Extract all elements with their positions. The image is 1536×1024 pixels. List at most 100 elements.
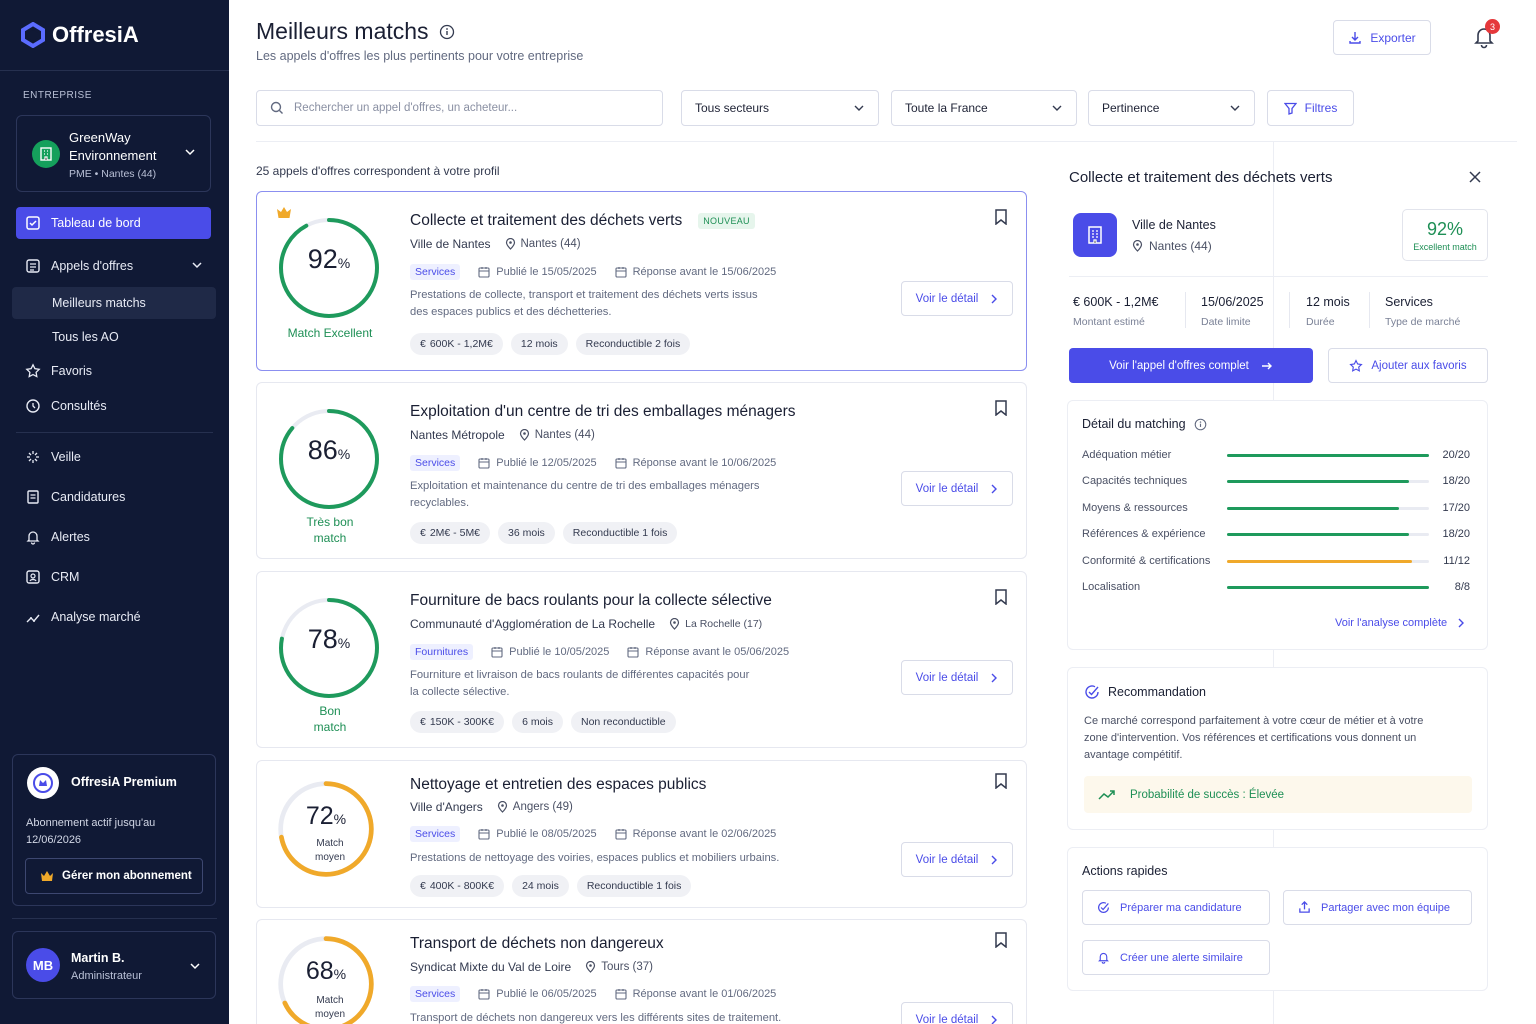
check-circle-icon (1085, 685, 1099, 699)
list-icon (26, 259, 40, 273)
tender-card[interactable]: 78% Bon match Fourniture de bacs roulant… (256, 571, 1027, 748)
tender-card[interactable]: 92% Match Excellent Collecte et traiteme… (256, 191, 1027, 371)
view-detail-button[interactable]: Voir le détail (901, 1002, 1013, 1024)
view-full-tender-button[interactable]: Voir l'appel d'offres complet (1069, 348, 1313, 383)
avatar: MB (26, 948, 60, 982)
matching-bar-fill (1227, 506, 1399, 510)
calendar-icon (615, 458, 627, 469)
premium-title: OffresiA Premium (71, 775, 177, 789)
bookmark-icon[interactable] (994, 932, 1008, 948)
matching-value: 20/20 (1442, 449, 1470, 461)
sidebar-item-alertes[interactable]: Alertes (16, 521, 211, 553)
sidebar-item-appels[interactable]: Appels d'offres (16, 250, 211, 282)
tender-title[interactable]: Fourniture de bacs roulants pour la coll… (410, 592, 772, 609)
export-button[interactable]: Exporter (1333, 20, 1431, 55)
view-detail-button[interactable]: Voir le détail (901, 471, 1013, 506)
tender-title[interactable]: Nettoyage et entretien des espaces publi… (410, 776, 707, 793)
match-score-ring: 86% (275, 405, 383, 513)
sidebar-item-favoris[interactable]: Favoris (16, 355, 211, 387)
header-divider (256, 141, 1517, 142)
app-logo[interactable]: OffresiA (20, 22, 139, 48)
match-score-ring: 78% (275, 594, 383, 702)
tender-card[interactable]: 86% Très bon match Exploitation d'un cen… (256, 382, 1027, 559)
chevron-right-icon (991, 1015, 998, 1024)
tender-buyer: Ville d'Angers Angers (49) (410, 800, 573, 814)
chevron-right-icon (991, 294, 998, 303)
region-select[interactable]: Toute la France (891, 90, 1077, 126)
matching-row: Références & expérience 18/20 (1082, 528, 1470, 542)
match-score: 68% (305, 957, 347, 985)
matching-label: Conformité & certifications (1082, 554, 1211, 567)
tender-meta: Services Publié le 12/05/2025 Réponse av… (410, 455, 776, 471)
calendar-icon (491, 647, 503, 658)
chevron-right-icon (991, 673, 998, 682)
search-input[interactable]: Rechercher un appel d'offres, un acheteu… (256, 90, 663, 126)
view-detail-button[interactable]: Voir le détail (901, 842, 1013, 877)
sidebar-item-dashboard[interactable]: Tableau de bord (16, 207, 211, 239)
manage-subscription-button[interactable]: Gérer mon abonnement (25, 858, 203, 894)
tender-title[interactable]: Collecte et traitement des déchets verts… (410, 212, 755, 230)
tag-renewal: Reconductible 2 fois (575, 333, 691, 355)
bookmark-icon[interactable] (994, 589, 1008, 605)
chevron-down-icon (1230, 105, 1240, 111)
sidebar-item-veille[interactable]: Veille (16, 441, 211, 473)
calendar-icon (627, 647, 639, 658)
prepare-application-button[interactable]: Préparer ma candidature (1082, 890, 1270, 925)
match-label: Bon match (313, 704, 347, 734)
bookmark-icon[interactable] (994, 209, 1008, 225)
view-detail-button[interactable]: Voir le détail (901, 281, 1013, 316)
full-analysis-link[interactable]: Voir l'analyse complète (1335, 617, 1465, 629)
sidebar-item-label: Candidatures (51, 490, 126, 504)
company-info: PME • Nantes (44) (69, 168, 157, 180)
match-score-ring: 92% (275, 214, 383, 322)
tag-duration: 36 mois (498, 522, 555, 544)
bookmark-icon[interactable] (994, 773, 1008, 789)
sidebar-item-meilleurs-matchs[interactable]: Meilleurs matchs (12, 287, 216, 319)
sector-value: Tous secteurs (695, 101, 770, 115)
close-icon[interactable] (1468, 170, 1482, 184)
tag-renewal: Reconductible 1 fois (562, 522, 678, 544)
matching-bar-fill (1227, 559, 1413, 563)
tender-title[interactable]: Exploitation d'un centre de tri des emba… (410, 403, 796, 420)
share-icon (1299, 901, 1310, 913)
add-favorite-button[interactable]: Ajouter aux favoris (1328, 348, 1488, 383)
tender-meta: Services Publié le 06/05/2025 Réponse av… (410, 986, 776, 1002)
kpi-deadline: 15/06/2025 Date limite (1201, 295, 1264, 328)
calendar-icon (478, 267, 490, 278)
crown-icon (277, 207, 291, 218)
tender-card[interactable]: 68% Match moyen Transport de déchets non… (256, 919, 1027, 1024)
detail-panel: Collecte et traitement des déchets verts… (1045, 142, 1535, 1024)
premium-text: Abonnement actif jusqu'au 12/06/2026 (26, 817, 156, 846)
sort-select[interactable]: Pertinence (1088, 90, 1255, 126)
sidebar-item-analyse-marche[interactable]: Analyse marché (16, 601, 211, 633)
matching-value: 17/20 (1442, 501, 1470, 514)
sidebar-item-consultes[interactable]: Consultés (16, 390, 211, 422)
sidebar-divider (12, 918, 217, 919)
create-alert-button[interactable]: Créer une alerte similaire (1082, 940, 1270, 975)
company-selector[interactable]: GreenWay Environnement PME • Nantes (44) (16, 115, 211, 192)
kpi-type: Services Type de marché (1385, 295, 1461, 328)
sidebar-item-candidatures[interactable]: Candidatures (16, 481, 211, 513)
category-badge: Services (410, 826, 461, 842)
sector-select[interactable]: Tous secteurs (681, 90, 879, 126)
panel-score: 92% Excellent match (1402, 209, 1488, 261)
match-label: Match Excellent (287, 326, 373, 340)
sidebar-item-crm[interactable]: CRM (16, 561, 211, 593)
check-circle-icon (1098, 902, 1109, 913)
tender-card[interactable]: 72% Match moyen Nettoyage et entretien d… (256, 760, 1027, 908)
view-detail-button[interactable]: Voir le détail (901, 660, 1013, 695)
sort-value: Pertinence (1102, 101, 1160, 115)
bookmark-icon[interactable] (994, 400, 1008, 416)
share-team-button[interactable]: Partager avec mon équipe (1283, 890, 1472, 925)
location-pin-icon (497, 801, 507, 813)
tender-title[interactable]: Transport de déchets non dangereux (410, 935, 664, 952)
tender-meta: Services Publié le 08/05/2025 Réponse av… (410, 826, 776, 842)
info-icon[interactable] (439, 24, 455, 40)
matching-value: 18/20 (1442, 475, 1470, 488)
notifications-button[interactable]: 3 (1473, 19, 1500, 54)
matching-card: Détail du matching Adéquation métier 20/2… (1067, 400, 1488, 650)
sidebar-item-tous-ao[interactable]: Tous les AO (12, 321, 216, 353)
location-pin-icon (586, 961, 596, 973)
user-menu[interactable]: MB Martin B. Administrateur (12, 931, 216, 999)
filters-button[interactable]: Filtres (1267, 90, 1354, 126)
